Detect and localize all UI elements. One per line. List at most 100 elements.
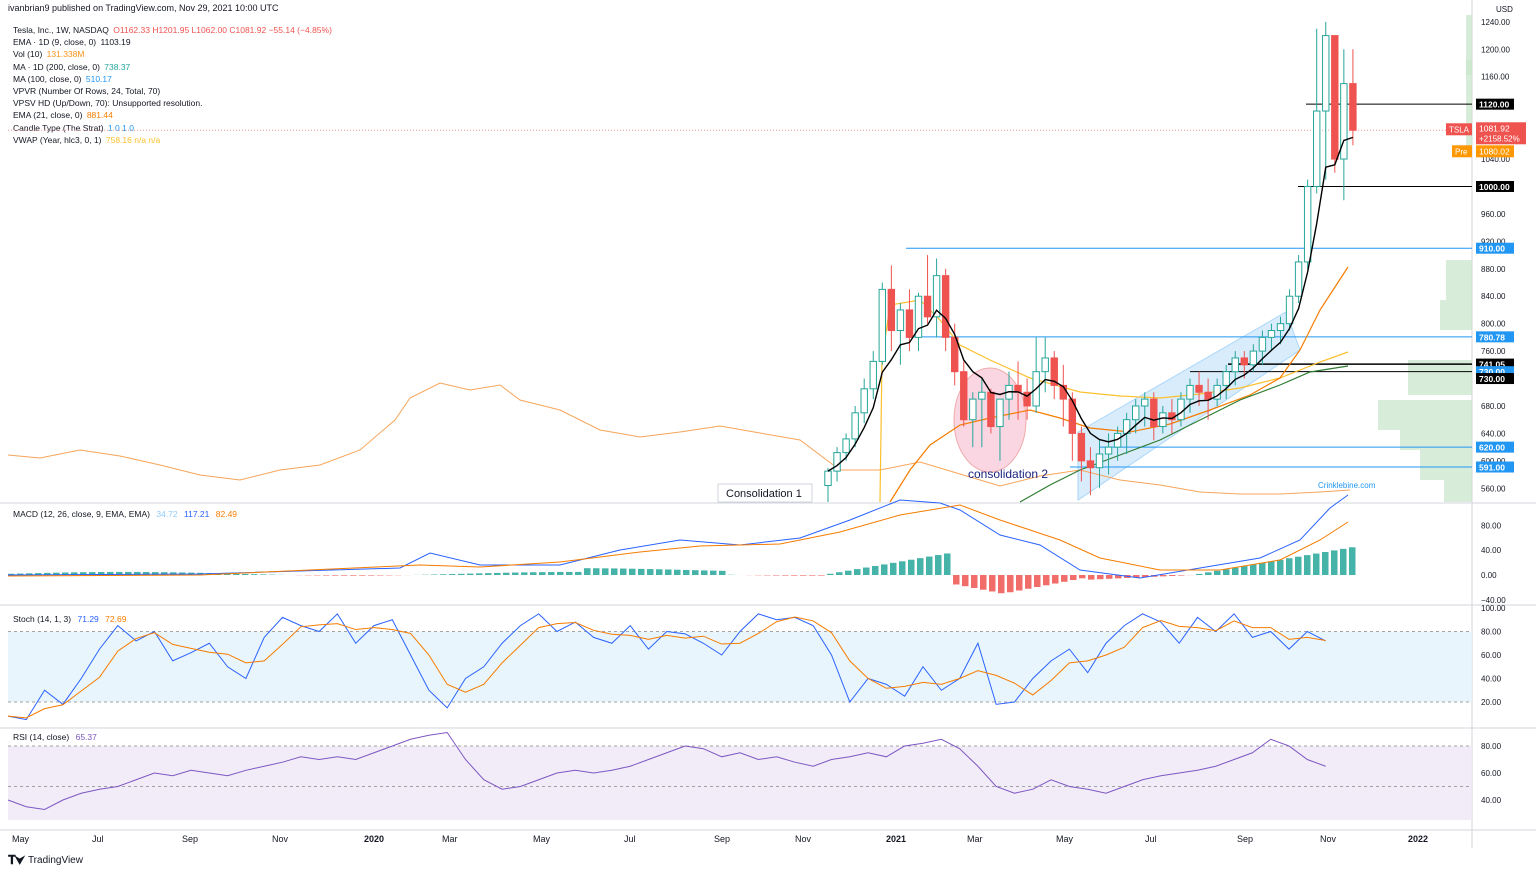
price-tag: 780.78 <box>1479 332 1505 342</box>
rsi-tick: 60.00 <box>1481 769 1502 778</box>
tradingview-footer[interactable]: 𝐓⮟ TradingView <box>8 853 83 868</box>
macd-bar <box>647 569 654 575</box>
legend-row: EMA (21, close, 0) 881.44 <box>13 109 113 121</box>
consolidation1-box <box>717 483 813 503</box>
macd-bar <box>827 573 834 575</box>
macd-bar <box>449 574 456 575</box>
macd-bar <box>935 555 942 575</box>
volume-profile-bar <box>1466 15 1472 75</box>
macd-bar <box>800 575 807 576</box>
stoch-tick: 80.00 <box>1481 628 1502 637</box>
price-tag-bg <box>1476 373 1514 385</box>
price-tick: 560.00 <box>1481 484 1506 493</box>
macd-bar <box>791 575 798 576</box>
stoch-tick: 100.00 <box>1481 604 1506 613</box>
macd-bar <box>485 573 492 575</box>
legend-label: VPSV HD (Up/Down, 70): Unsupported resol… <box>13 98 203 109</box>
candle-body <box>860 388 868 414</box>
ma-orange-line <box>7 382 1351 495</box>
price-tag-bg <box>1476 180 1514 192</box>
macd-bar <box>134 571 141 575</box>
macd-bar <box>71 572 78 575</box>
consolidation1-label: Consolidation 1 <box>726 488 802 500</box>
price-tag: 910.00 <box>1479 244 1505 254</box>
candle-body <box>1068 398 1077 434</box>
time-tick: Mar <box>967 834 983 844</box>
legend-row: VPSV HD (Up/Down, 70): Unsupported resol… <box>13 97 204 109</box>
macd-bar <box>62 572 69 575</box>
time-tick: May <box>533 834 551 844</box>
legend-row: MA · 1D (200, close, 0) 738.37 <box>13 61 130 73</box>
candle-body <box>887 288 896 332</box>
macd-bar <box>872 565 879 575</box>
macd-bar <box>611 568 618 575</box>
macd-bar <box>926 556 933 575</box>
volume-profile-bar <box>1420 450 1472 480</box>
candle-body <box>1276 323 1285 332</box>
macd-bar <box>1286 558 1293 575</box>
time-tick: Nov <box>1320 834 1337 844</box>
macd-bar <box>458 573 465 575</box>
macd-bar <box>620 568 627 575</box>
macd-bar <box>665 569 672 575</box>
macd-signal <box>7 504 1349 577</box>
price-tag: 1120.00 <box>1479 100 1510 110</box>
time-tick: Sep <box>182 834 198 844</box>
price-tick: 1040.00 <box>1481 155 1510 164</box>
tradingview-logo-icon: 𝐓⮟ <box>8 853 25 867</box>
time-tick: 2021 <box>886 834 906 844</box>
macd-bar <box>1007 575 1014 593</box>
macd-bar <box>710 570 717 575</box>
macd-bar <box>998 575 1005 594</box>
candle-body <box>914 295 923 338</box>
time-tick: May <box>12 834 30 844</box>
ema9-line <box>827 136 1354 472</box>
candle-body <box>1313 110 1321 187</box>
candle-body <box>878 288 886 362</box>
candle-body <box>824 470 832 487</box>
macd-bar <box>152 572 159 575</box>
candle-body <box>932 275 941 318</box>
candle-body <box>1177 398 1185 421</box>
legend-value: 738.37 <box>101 61 131 72</box>
legend-label: Candle Type (The Strat) <box>13 122 104 133</box>
macd-bar <box>683 569 690 575</box>
macd-bar <box>1025 575 1032 589</box>
time-tick: Mar <box>442 834 458 844</box>
macd-bar <box>971 575 978 588</box>
legend-row: Candle Type (The Strat) 1 0 1 0 <box>13 122 134 134</box>
price-tag: 741.05 <box>1479 360 1505 370</box>
published-caption: ivanbrian9 published on TradingView.com,… <box>8 3 279 13</box>
time-tick: Nov <box>795 834 812 844</box>
candle-body <box>951 336 959 373</box>
candle-body <box>1141 398 1149 407</box>
macd-bar <box>863 567 870 575</box>
macd-bar <box>1142 575 1149 578</box>
macd-bar <box>107 571 114 575</box>
macd-bar <box>1259 562 1266 575</box>
candle-body <box>1258 336 1267 352</box>
price-tick: 960.00 <box>1481 210 1506 219</box>
macd-bar <box>35 573 42 575</box>
macd-bar <box>980 575 987 590</box>
price-tag-bg <box>1476 98 1514 110</box>
macd-bar <box>854 569 861 575</box>
macd-bar <box>521 572 528 575</box>
macd-bar <box>494 572 501 575</box>
candle-body <box>896 309 905 332</box>
macd-bar <box>350 575 357 576</box>
macd-bar <box>674 569 681 575</box>
candle-body <box>1322 35 1330 112</box>
candle-body <box>1340 83 1348 160</box>
legend-label: Vol (10) <box>13 49 43 60</box>
macd-bar <box>530 572 537 575</box>
candle-body <box>987 391 995 428</box>
macd-bar <box>575 571 582 575</box>
volume-profile-bar <box>1466 60 1472 155</box>
legend-label: Tesla, Inc., 1W, NASDAQ <box>13 25 109 35</box>
candle-body <box>1285 295 1294 325</box>
macd-title: MACD (12, 26, close, 9, EMA, EMA) 34.72 … <box>13 509 238 519</box>
legend-value: 1 0 1 0 <box>105 122 134 133</box>
macd-bar <box>1169 575 1176 576</box>
